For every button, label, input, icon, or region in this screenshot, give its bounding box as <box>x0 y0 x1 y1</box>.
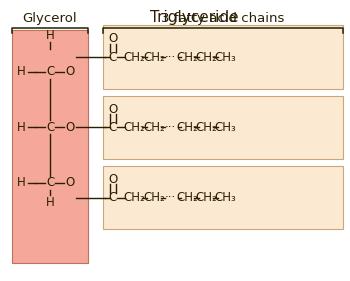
Text: O: O <box>65 121 75 134</box>
Text: Triglyceride: Triglyceride <box>150 10 239 25</box>
Text: CH₂: CH₂ <box>176 121 198 134</box>
Text: C: C <box>108 51 117 64</box>
Text: ···: ··· <box>165 51 176 64</box>
Text: CH₃: CH₃ <box>214 191 236 204</box>
Text: H: H <box>17 65 25 78</box>
Text: CH₂: CH₂ <box>144 191 165 204</box>
Text: 3 fatty acid chains: 3 fatty acid chains <box>161 12 285 25</box>
Text: CH₂: CH₂ <box>124 121 146 134</box>
Text: O: O <box>65 176 75 189</box>
Bar <box>103 166 343 229</box>
Text: CH₂: CH₂ <box>195 121 217 134</box>
Text: O: O <box>108 32 117 45</box>
Text: CH₂: CH₂ <box>144 121 165 134</box>
Text: C: C <box>108 121 117 134</box>
Text: CH₂: CH₂ <box>195 51 217 64</box>
Text: O: O <box>65 65 75 78</box>
Text: CH₂: CH₂ <box>124 51 146 64</box>
Text: CH₂: CH₂ <box>124 191 146 204</box>
Text: H: H <box>46 196 55 209</box>
Text: C: C <box>108 191 117 204</box>
Text: CH₂: CH₂ <box>144 51 165 64</box>
Text: O: O <box>108 173 117 186</box>
Text: C: C <box>46 176 54 189</box>
Text: O: O <box>108 103 117 115</box>
Text: ···: ··· <box>165 121 176 134</box>
Text: CH₃: CH₃ <box>214 51 236 64</box>
Text: H: H <box>17 121 25 134</box>
Bar <box>103 96 343 159</box>
Text: H: H <box>17 176 25 189</box>
Bar <box>103 25 343 89</box>
Text: Glycerol: Glycerol <box>23 12 77 25</box>
Text: CH₃: CH₃ <box>214 121 236 134</box>
Text: H: H <box>46 29 55 42</box>
Text: C: C <box>46 121 54 134</box>
Text: C: C <box>46 65 54 78</box>
Text: ···: ··· <box>165 191 176 204</box>
Text: CH₂: CH₂ <box>195 191 217 204</box>
Text: CH₂: CH₂ <box>176 51 198 64</box>
Bar <box>12 30 88 263</box>
Text: CH₂: CH₂ <box>176 191 198 204</box>
